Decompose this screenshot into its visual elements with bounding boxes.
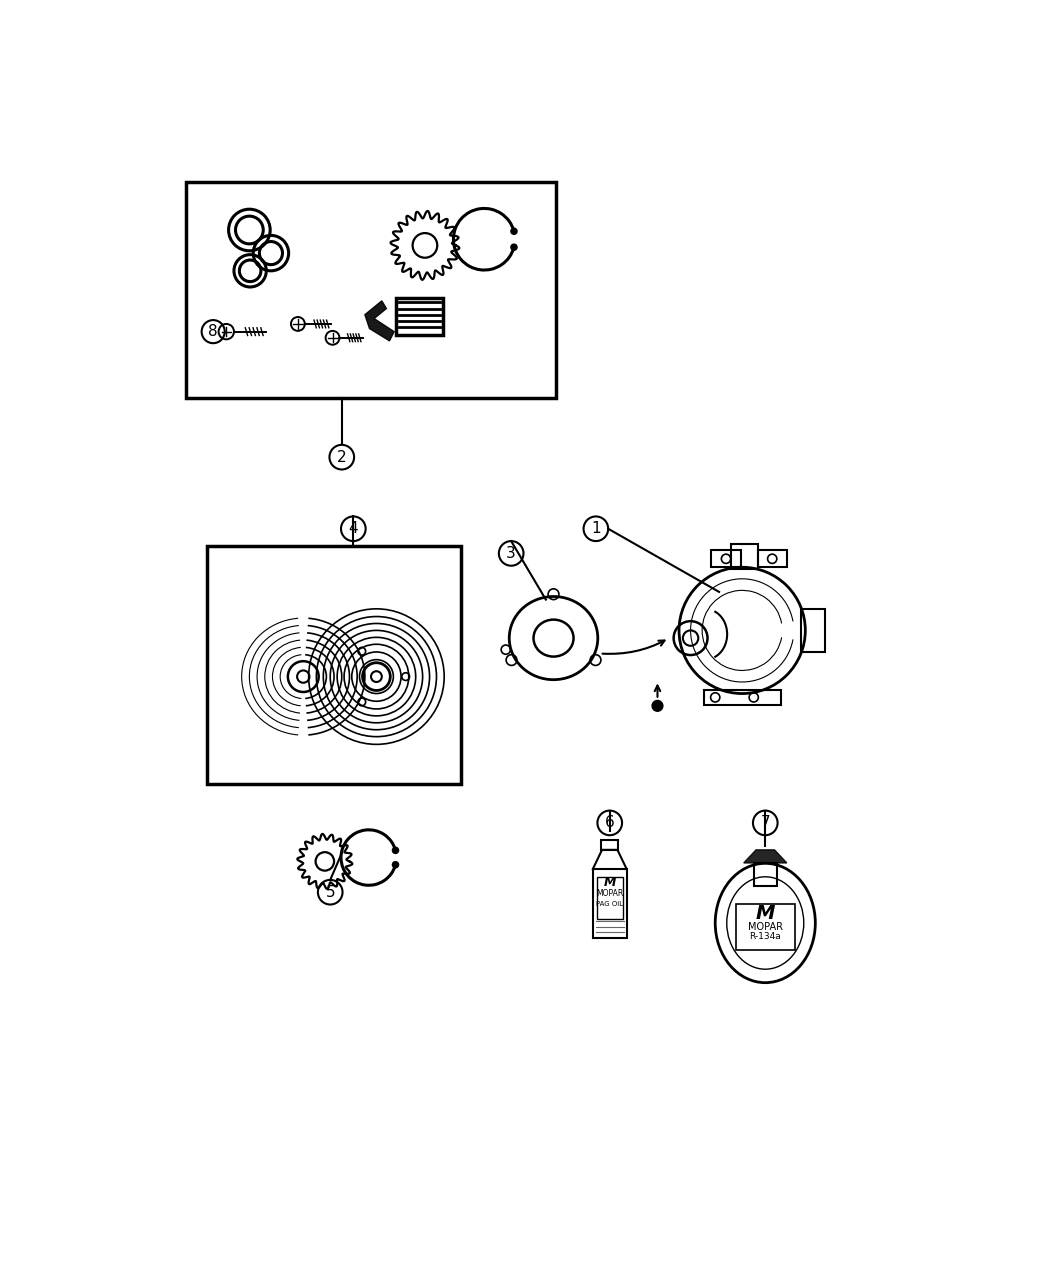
Polygon shape: [743, 850, 786, 863]
Bar: [754, 863, 777, 886]
Bar: [602, 840, 618, 850]
Bar: [801, 609, 824, 652]
Bar: [731, 544, 758, 569]
Text: M: M: [756, 904, 775, 923]
Bar: [758, 551, 786, 567]
Text: R-134a: R-134a: [750, 932, 781, 941]
Text: 2: 2: [337, 450, 346, 464]
Circle shape: [393, 862, 399, 868]
Bar: [712, 551, 740, 567]
Circle shape: [511, 244, 517, 250]
Text: 5: 5: [326, 885, 335, 900]
Text: M: M: [604, 876, 616, 890]
Circle shape: [652, 700, 663, 711]
Text: MOPAR: MOPAR: [596, 889, 624, 899]
Text: 7: 7: [760, 816, 770, 830]
Text: 1: 1: [591, 521, 601, 537]
Bar: [396, 298, 443, 335]
Bar: [704, 690, 781, 705]
Bar: [207, 546, 461, 784]
Bar: [186, 182, 555, 398]
Polygon shape: [365, 301, 394, 340]
Text: MOPAR: MOPAR: [748, 922, 782, 932]
Text: PAG OIL: PAG OIL: [596, 900, 624, 907]
Bar: [593, 870, 627, 938]
Bar: [596, 877, 623, 919]
Circle shape: [393, 848, 399, 853]
Text: 6: 6: [605, 816, 614, 830]
Text: 3: 3: [506, 546, 516, 561]
Circle shape: [511, 228, 517, 235]
Bar: [736, 904, 795, 950]
Text: 4: 4: [349, 521, 358, 537]
Text: 8: 8: [208, 324, 218, 339]
